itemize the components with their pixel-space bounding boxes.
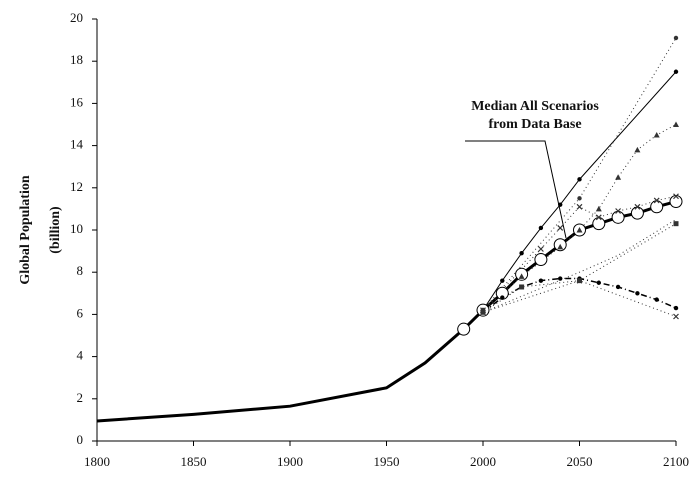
- marker: [558, 276, 563, 281]
- marker: [457, 322, 471, 336]
- marker: [615, 208, 622, 214]
- marker: [673, 221, 679, 227]
- series-line: [482, 223, 677, 313]
- annotation-leader: [465, 140, 567, 239]
- series-line: [482, 219, 677, 313]
- marker: [538, 225, 544, 231]
- marker: [630, 206, 644, 220]
- marker: [669, 195, 683, 209]
- y-tick-label: 14: [70, 137, 84, 152]
- marker: [538, 278, 544, 283]
- y-tick-label: 0: [77, 432, 84, 447]
- marker: [576, 227, 583, 233]
- marker: [500, 295, 505, 300]
- series-line: [482, 195, 677, 311]
- x-tick-label: 1950: [374, 454, 400, 469]
- y-tick-label: 18: [70, 52, 83, 67]
- x-tick-label: 1900: [277, 454, 303, 469]
- marker: [480, 309, 486, 316]
- marker: [615, 284, 621, 290]
- marker: [615, 174, 622, 180]
- series-line: [482, 280, 677, 317]
- marker: [653, 197, 660, 204]
- marker: [673, 121, 679, 127]
- marker: [634, 203, 641, 210]
- y-label: (billion): [48, 206, 63, 254]
- y-tick-label: 4: [77, 348, 84, 363]
- marker: [650, 200, 664, 214]
- marker: [673, 313, 679, 320]
- x-tick-label: 2000: [470, 454, 496, 469]
- x-tick-label: 1800: [84, 454, 110, 469]
- marker: [673, 305, 679, 311]
- y-tick-label: 20: [70, 10, 83, 25]
- marker: [576, 203, 583, 210]
- series-line: [96, 328, 465, 423]
- marker: [673, 193, 679, 200]
- marker: [519, 251, 524, 256]
- marker: [673, 69, 679, 74]
- y-tick-label: 6: [77, 305, 84, 320]
- marker: [519, 284, 525, 290]
- y-label: Global Population: [18, 175, 33, 285]
- marker: [611, 210, 625, 224]
- marker: [654, 297, 659, 302]
- marker: [653, 132, 660, 138]
- marker: [576, 277, 583, 284]
- marker: [557, 224, 564, 231]
- y-tick-label: 2: [77, 390, 84, 405]
- marker: [534, 253, 548, 267]
- marker: [500, 278, 505, 283]
- marker: [634, 146, 641, 153]
- annotation: from Data Base: [488, 117, 581, 132]
- y-tick-label: 10: [70, 221, 83, 236]
- marker: [518, 273, 525, 279]
- marker: [596, 280, 601, 285]
- y-tick-label: 16: [70, 94, 84, 109]
- marker: [537, 246, 544, 252]
- marker: [635, 291, 640, 296]
- x-tick-label: 2100: [663, 454, 689, 469]
- marker: [595, 214, 602, 221]
- series-line: [482, 124, 677, 311]
- marker: [577, 177, 582, 182]
- y-tick-label: 8: [77, 263, 84, 278]
- marker: [595, 205, 602, 212]
- x-tick-label: 2050: [567, 454, 593, 469]
- marker: [557, 243, 564, 250]
- annotation: Median All Scenarios: [471, 99, 599, 114]
- x-tick-label: 1850: [181, 454, 207, 469]
- marker: [673, 35, 679, 41]
- marker: [558, 202, 563, 207]
- series-line: [482, 37, 677, 311]
- marker: [592, 217, 606, 231]
- y-tick-label: 12: [70, 179, 83, 194]
- marker: [577, 196, 582, 201]
- series-line: [462, 200, 677, 331]
